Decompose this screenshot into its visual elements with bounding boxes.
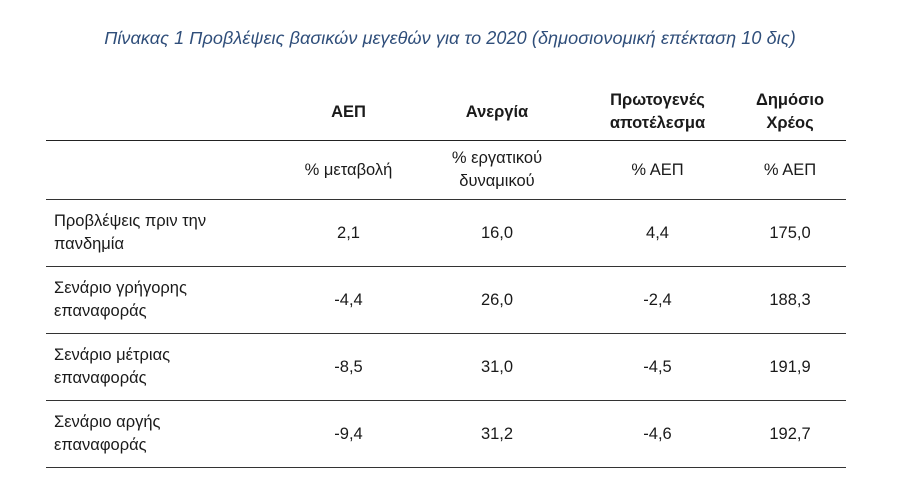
unemployment-value: 31,2	[480, 424, 514, 443]
unit-primary-balance: % ΑΕΠ	[581, 159, 734, 182]
row-label: Σενάριο αργής επαναφοράς	[46, 411, 284, 457]
unit-unemployment-line2: δυναμικού	[459, 172, 535, 190]
unemployment-value: 16,0	[480, 223, 514, 242]
units-row: % μεταβολή % εργατικού δυναμικού % ΑΕΠ %…	[46, 141, 846, 200]
public-debt-value: 192,7	[769, 424, 811, 443]
primary-balance-value: -4,5	[643, 357, 672, 376]
header-public-debt: Δημόσιο Χρέος	[734, 89, 846, 135]
unit-gdp-line1: % μεταβολή	[304, 160, 393, 179]
public-debt-value: 191,9	[769, 357, 811, 376]
header-public-debt-line2: Χρέος	[766, 114, 814, 132]
unemployment-value: 31,0	[480, 357, 514, 376]
row-label: Προβλέψεις πριν την πανδημία	[46, 210, 284, 256]
header-unemployment-line1: Ανεργία	[465, 102, 529, 121]
row-label: Σενάριο γρήγορης επαναφοράς	[46, 277, 284, 323]
row-label-line2: επαναφοράς	[54, 302, 147, 320]
public-debt-value: 188,3	[769, 290, 811, 309]
unit-unemployment-line1: % εργατικού	[451, 149, 543, 167]
header-row: ΑΕΠ Ανεργία Πρωτογενές αποτέλεσμα Δημόσι…	[46, 84, 846, 141]
header-unemployment: Ανεργία	[413, 101, 581, 124]
row-label-line2: επαναφοράς	[54, 436, 147, 454]
unemployment-value: 26,0	[480, 290, 514, 309]
header-primary-balance-line1: Πρωτογενές	[610, 91, 705, 109]
row-label-line1: Προβλέψεις πριν την	[54, 212, 207, 230]
primary-balance-value: 4,4	[646, 223, 669, 242]
row-label-line1: Σενάριο μέτριας	[54, 346, 171, 364]
row-label-line2: επαναφοράς	[54, 369, 147, 387]
header-gdp-line1: ΑΕΠ	[331, 102, 366, 121]
gdp-value: -8,5	[334, 357, 363, 376]
public-debt-value: 175,0	[769, 223, 811, 242]
unit-public-debt: % ΑΕΠ	[734, 159, 846, 182]
unit-primary-balance-line1: % ΑΕΠ	[631, 160, 684, 179]
header-primary-balance: Πρωτογενές αποτέλεσμα	[581, 89, 734, 135]
row-label-line1: Σενάριο γρήγορης	[54, 279, 187, 297]
gdp-value: -9,4	[334, 424, 363, 443]
row-label-line2: πανδημία	[54, 235, 125, 253]
table-row: Σενάριο γρήγορης επαναφοράς -4,4 26,0 -2…	[46, 267, 846, 334]
gdp-value: 2,1	[337, 223, 360, 242]
table-row: Σενάριο αργής επαναφοράς -9,4 31,2 -4,6 …	[46, 401, 846, 468]
forecast-table: ΑΕΠ Ανεργία Πρωτογενές αποτέλεσμα Δημόσι…	[46, 84, 846, 468]
unit-unemployment: % εργατικού δυναμικού	[413, 147, 581, 193]
unit-gdp: % μεταβολή	[284, 159, 413, 182]
unit-public-debt-line1: % ΑΕΠ	[763, 160, 817, 179]
primary-balance-value: -4,6	[643, 424, 672, 443]
table-row: Σενάριο μέτριας επαναφοράς -8,5 31,0 -4,…	[46, 334, 846, 401]
header-gdp: ΑΕΠ	[284, 101, 413, 124]
primary-balance-value: -2,4	[643, 290, 672, 309]
gdp-value: -4,4	[334, 290, 363, 309]
header-primary-balance-line2: αποτέλεσμα	[609, 114, 706, 132]
table-caption: Πίνακας 1 Προβλέψεις βασικών μεγεθών για…	[104, 28, 796, 48]
header-public-debt-line1: Δημόσιο	[755, 91, 825, 109]
row-label: Σενάριο μέτριας επαναφοράς	[46, 344, 284, 390]
row-label-line1: Σενάριο αργής	[54, 413, 161, 431]
table-row: Προβλέψεις πριν την πανδημία 2,1 16,0 4,…	[46, 200, 846, 267]
